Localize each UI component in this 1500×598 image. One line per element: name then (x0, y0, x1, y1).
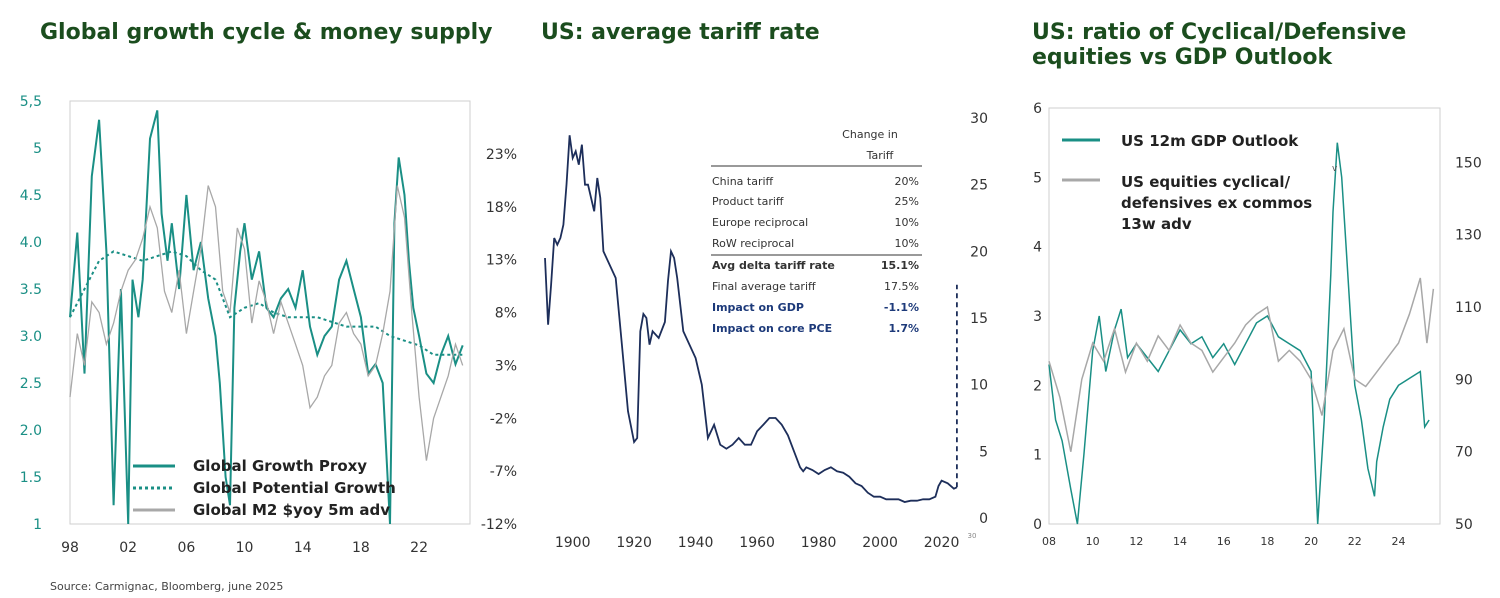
chart2-y-tick: 10 (970, 378, 988, 394)
chart1-left-tick: 2.5 (20, 376, 42, 392)
chart1-x-tick: 98 (61, 540, 79, 556)
chart2-x-tick: 1960 (739, 535, 775, 551)
chart1-left-tick: 5,5 (20, 94, 42, 110)
chart1-left-tick: 3.0 (20, 329, 42, 345)
chart1-x-tick: 06 (177, 540, 195, 556)
chart1-right-tick: -12% (481, 517, 517, 533)
chart3-title: US: ratio of Cyclical/Defensive equities… (1032, 20, 1407, 70)
chart3-legend-label: US 12m GDP Outlook (1121, 132, 1299, 150)
chart3-left-tick: 0 (1033, 517, 1042, 533)
chart3-right-tick: 110 (1455, 300, 1482, 316)
chart1-right-tick: 23% (486, 147, 517, 163)
chart2-x-tick: 1900 (555, 535, 591, 551)
chart1-left-tick: 3.5 (20, 282, 42, 298)
chart2-stray-mark: 30 (968, 532, 977, 540)
table-row-label: RoW reciprocal (712, 237, 794, 250)
source-note: Source: Carmignac, Bloomberg, june 2025 (50, 580, 284, 593)
chart3-x-tick: 24 (1391, 535, 1405, 548)
chart2-x-tick: 1920 (616, 535, 652, 551)
chart3-left-tick: 6 (1033, 101, 1042, 117)
table-row-value: -1.1% (884, 301, 919, 314)
chart1-right-tick: 8% (495, 306, 517, 322)
table-row-label: Final average tariff (712, 280, 816, 293)
table-row-label: Impact on GDP (712, 301, 804, 314)
chart3-x-tick: 22 (1348, 535, 1362, 548)
chart3-x-tick: 12 (1129, 535, 1143, 548)
chart3-series-line (1048, 142, 1430, 525)
chart3-x-tick: 16 (1217, 535, 1231, 548)
chart3-x-tick: 08 (1042, 535, 1056, 548)
chart3-x-tick: 20 (1304, 535, 1318, 548)
chart1-right-tick: -2% (490, 411, 517, 427)
chart3-x-tick: 18 (1260, 535, 1274, 548)
table-row-value: 20% (895, 175, 919, 188)
chart1-title: Global growth cycle & money supply (40, 20, 493, 45)
table-row-label: China tariff (712, 175, 774, 188)
chart1-right-tick: -7% (490, 464, 517, 480)
chart1-right-tick: 3% (495, 358, 517, 374)
chart3-left-tick: 1 (1033, 448, 1042, 464)
table-header-line1: Change in (842, 128, 898, 141)
chart2-series-line (544, 135, 958, 503)
chart3-right-tick: 130 (1455, 228, 1482, 244)
chart3-stray-mark: v (1332, 164, 1338, 174)
table-row-value: 10% (895, 216, 919, 229)
chart2-y-tick: 30 (970, 111, 988, 127)
chart1-left-tick: 1 (33, 517, 42, 533)
chart3-right-tick: 90 (1455, 372, 1473, 388)
chart1-left-tick: 1.5 (20, 470, 42, 486)
chart2-x-tick: 1940 (678, 535, 714, 551)
chart1-legend-label: Global M2 $yoy 5m adv (193, 501, 390, 519)
chart3-left-tick: 3 (1033, 309, 1042, 325)
chart1-series-line (69, 110, 464, 525)
chart1-series-line (69, 185, 464, 461)
chart1-x-tick: 10 (236, 540, 254, 556)
chart1-right-tick: 18% (486, 200, 517, 216)
chart2-y-tick: 20 (970, 244, 988, 260)
chart1-x-tick: 18 (352, 540, 370, 556)
chart3-x-tick: 14 (1173, 535, 1187, 548)
chart1-left-tick: 5 (33, 141, 42, 157)
table-row-value: 1.7% (888, 322, 919, 335)
chart3-left-tick: 2 (1033, 378, 1042, 394)
chart3-right-tick: 70 (1455, 445, 1473, 461)
table-row-label: Product tariff (712, 195, 784, 208)
chart1-legend-label: Global Growth Proxy (193, 457, 367, 475)
table-header-line2: Tariff (866, 149, 894, 162)
chart2-x-tick: 2000 (862, 535, 898, 551)
table-row-label: Europe reciprocal (712, 216, 808, 229)
chart1-x-tick: 02 (119, 540, 137, 556)
chart3-x-tick: 10 (1086, 535, 1100, 548)
chart1-x-tick: 22 (410, 540, 428, 556)
chart2-y-tick: 0 (979, 511, 988, 527)
chart3-series-line (1048, 277, 1435, 452)
chart1-x-tick: 14 (294, 540, 312, 556)
chart1-left-tick: 4.5 (20, 188, 42, 204)
table-row-value: 10% (895, 237, 919, 250)
chart1-legend-label: Global Potential Growth (193, 479, 396, 497)
chart3-legend-label: defensives ex commos (1121, 194, 1312, 212)
chart3-right-tick: 50 (1455, 517, 1473, 533)
chart2-y-tick: 5 (979, 444, 988, 460)
chart2-x-tick: 1980 (801, 535, 837, 551)
table-row-value: 17.5% (884, 280, 919, 293)
chart3-legend-label: US equities cyclical/ (1121, 173, 1291, 191)
chart1-left-tick: 4.0 (20, 235, 42, 251)
table-row-label: Impact on core PCE (712, 322, 832, 335)
chart3-left-tick: 4 (1033, 240, 1042, 256)
chart2-title: US: average tariff rate (541, 20, 820, 45)
chart3-right-tick: 150 (1455, 155, 1482, 171)
chart1-right-tick: 13% (486, 253, 517, 269)
chart2-y-tick: 15 (970, 311, 988, 327)
chart3-legend-label: 13w adv (1121, 215, 1192, 233)
chart3-plot-frame (1048, 107, 1441, 525)
chart2-x-tick: 2020 (924, 535, 960, 551)
chart1-left-tick: 2.0 (20, 423, 42, 439)
chart3-left-tick: 5 (1033, 170, 1042, 186)
chart2-y-tick: 25 (970, 178, 988, 194)
table-row-value: 25% (895, 195, 919, 208)
table-row-label: Avg delta tariff rate (712, 259, 835, 272)
table-row-value: 15.1% (881, 259, 919, 272)
